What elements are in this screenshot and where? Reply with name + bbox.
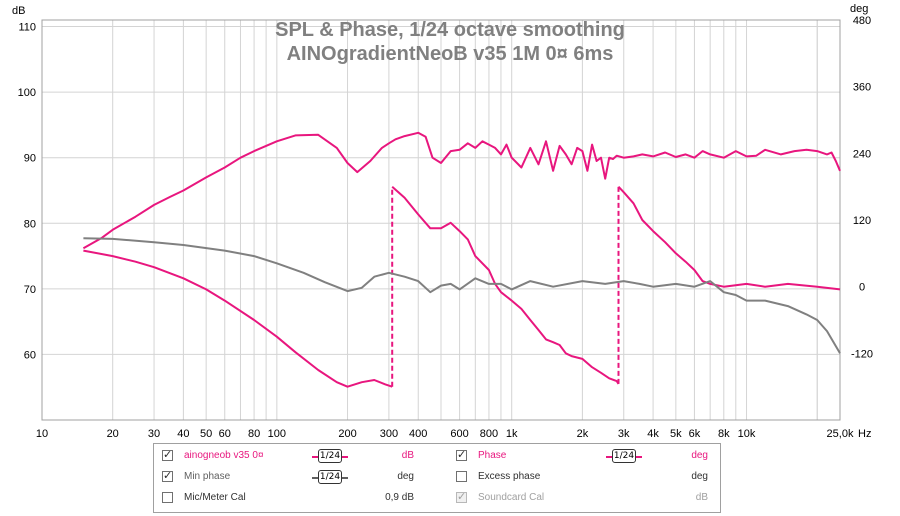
legend-unit: dB bbox=[401, 450, 414, 461]
x-tick-label: 40 bbox=[177, 428, 189, 440]
spl-phase-chart: SPL & Phase, 1/24 octave smoothing AINOg… bbox=[12, 3, 873, 440]
legend-item[interactable]: Excess phase deg bbox=[456, 468, 714, 486]
legend-checkbox[interactable] bbox=[162, 467, 173, 485]
x-tick-label: 8k bbox=[718, 428, 730, 440]
y-right-tick-label: 240 bbox=[853, 148, 871, 160]
legend-item[interactable]: Phase 1/24 deg bbox=[456, 446, 714, 465]
x-tick-label: 300 bbox=[380, 428, 398, 440]
y-right-tick-label: -120 bbox=[851, 348, 873, 360]
legend-label: Phase bbox=[478, 450, 507, 461]
legend-unit: deg bbox=[691, 450, 708, 461]
series-lines bbox=[82, 131, 841, 388]
y-left-tick-label: 100 bbox=[18, 87, 36, 99]
legend-item[interactable]: Min phase 1/24 deg bbox=[162, 467, 420, 486]
chart-title: SPL & Phase, 1/24 octave smoothing bbox=[275, 19, 625, 41]
smoothing-button[interactable]: 1/24 bbox=[606, 449, 642, 463]
legend-checkbox[interactable] bbox=[162, 492, 173, 503]
legend-item[interactable]: Mic/Meter Cal 0,9 dB bbox=[162, 489, 420, 507]
series-line-ainogneob-v35-0 bbox=[82, 131, 841, 250]
legend-unit: deg bbox=[397, 471, 414, 482]
series-line-min-phase bbox=[83, 237, 841, 354]
plot-frame bbox=[41, 19, 841, 421]
x-tick-label: 10k bbox=[738, 428, 756, 440]
x-tick-label: 2k bbox=[577, 428, 589, 440]
legend-unit: 0,9 dB bbox=[385, 492, 414, 503]
legend-label: Mic/Meter Cal bbox=[184, 492, 246, 503]
left-axis-unit: dB bbox=[12, 5, 25, 17]
right-axis-unit: deg bbox=[850, 3, 868, 15]
smoothing-button[interactable]: 1/24 bbox=[312, 470, 348, 484]
right-tick-labels: -120 0 120 240 360 480 bbox=[851, 15, 873, 360]
y-right-tick-label: 120 bbox=[853, 215, 871, 227]
legend-checkbox[interactable] bbox=[456, 446, 467, 464]
y-right-tick-label: 480 bbox=[853, 15, 871, 27]
x-tick-label: 1k bbox=[506, 428, 518, 440]
smoothing-button[interactable]: 1/24 bbox=[312, 449, 348, 463]
x-tick-labels: 10 20 30 40 50 60 80 100 200 300 400 600 800 1k 2k 3k 4k… bbox=[36, 428, 854, 440]
x-tick-label: 10 bbox=[36, 428, 48, 440]
y-left-tick-label: 80 bbox=[24, 218, 36, 230]
grid bbox=[41, 20, 840, 420]
legend-checkbox[interactable] bbox=[456, 471, 467, 482]
legend-label: ainogneob v35 0¤ bbox=[184, 450, 264, 461]
y-left-tick-label: 110 bbox=[18, 22, 36, 34]
x-tick-label: 20 bbox=[107, 428, 119, 440]
y-left-tick-label: 70 bbox=[24, 284, 36, 296]
legend-item[interactable]: ainogneob v35 0¤ 1/24 dB bbox=[162, 446, 420, 465]
legend-checkbox[interactable] bbox=[162, 446, 173, 464]
chart-subtitle: AINOgradientNeoB v35 1M 0¤ 6ms bbox=[287, 43, 614, 65]
x-tick-label: 800 bbox=[480, 428, 498, 440]
x-tick-label: 600 bbox=[450, 428, 468, 440]
series-line-phase bbox=[83, 185, 841, 388]
legend-label: Excess phase bbox=[478, 471, 541, 482]
y-left-tick-label: 90 bbox=[24, 153, 36, 165]
left-tick-labels: 60 70 80 90 100 110 bbox=[18, 22, 36, 362]
y-right-tick-label: 360 bbox=[853, 82, 871, 94]
x-tick-label: 5k bbox=[670, 428, 682, 440]
legend-unit: deg bbox=[691, 471, 708, 482]
x-tick-label: 80 bbox=[248, 428, 260, 440]
x-tick-label: 4k bbox=[647, 428, 659, 440]
x-axis-unit: Hz bbox=[858, 428, 871, 440]
x-tick-label: 3k bbox=[618, 428, 630, 440]
legend-unit: dB bbox=[695, 492, 708, 503]
legend-label: Min phase bbox=[184, 471, 231, 482]
x-tick-label: 30 bbox=[148, 428, 160, 440]
x-tick-label: 60 bbox=[219, 428, 231, 440]
legend-label: Soundcard Cal bbox=[478, 492, 545, 503]
legend-item[interactable]: Soundcard Cal dB bbox=[456, 488, 714, 507]
legend-panel: ainogneob v35 0¤1/24dBPhase1/24degMin ph… bbox=[153, 443, 721, 513]
legend-checkbox[interactable] bbox=[456, 488, 467, 506]
y-right-tick-label: 0 bbox=[859, 282, 865, 294]
x-tick-label: 400 bbox=[409, 428, 427, 440]
x-tick-label: 50 bbox=[200, 428, 212, 440]
x-tick-label: 25,0k bbox=[827, 428, 854, 440]
x-tick-label: 6k bbox=[689, 428, 701, 440]
x-tick-label: 100 bbox=[268, 428, 286, 440]
x-tick-label: 200 bbox=[338, 428, 356, 440]
y-left-tick-label: 60 bbox=[24, 349, 36, 361]
